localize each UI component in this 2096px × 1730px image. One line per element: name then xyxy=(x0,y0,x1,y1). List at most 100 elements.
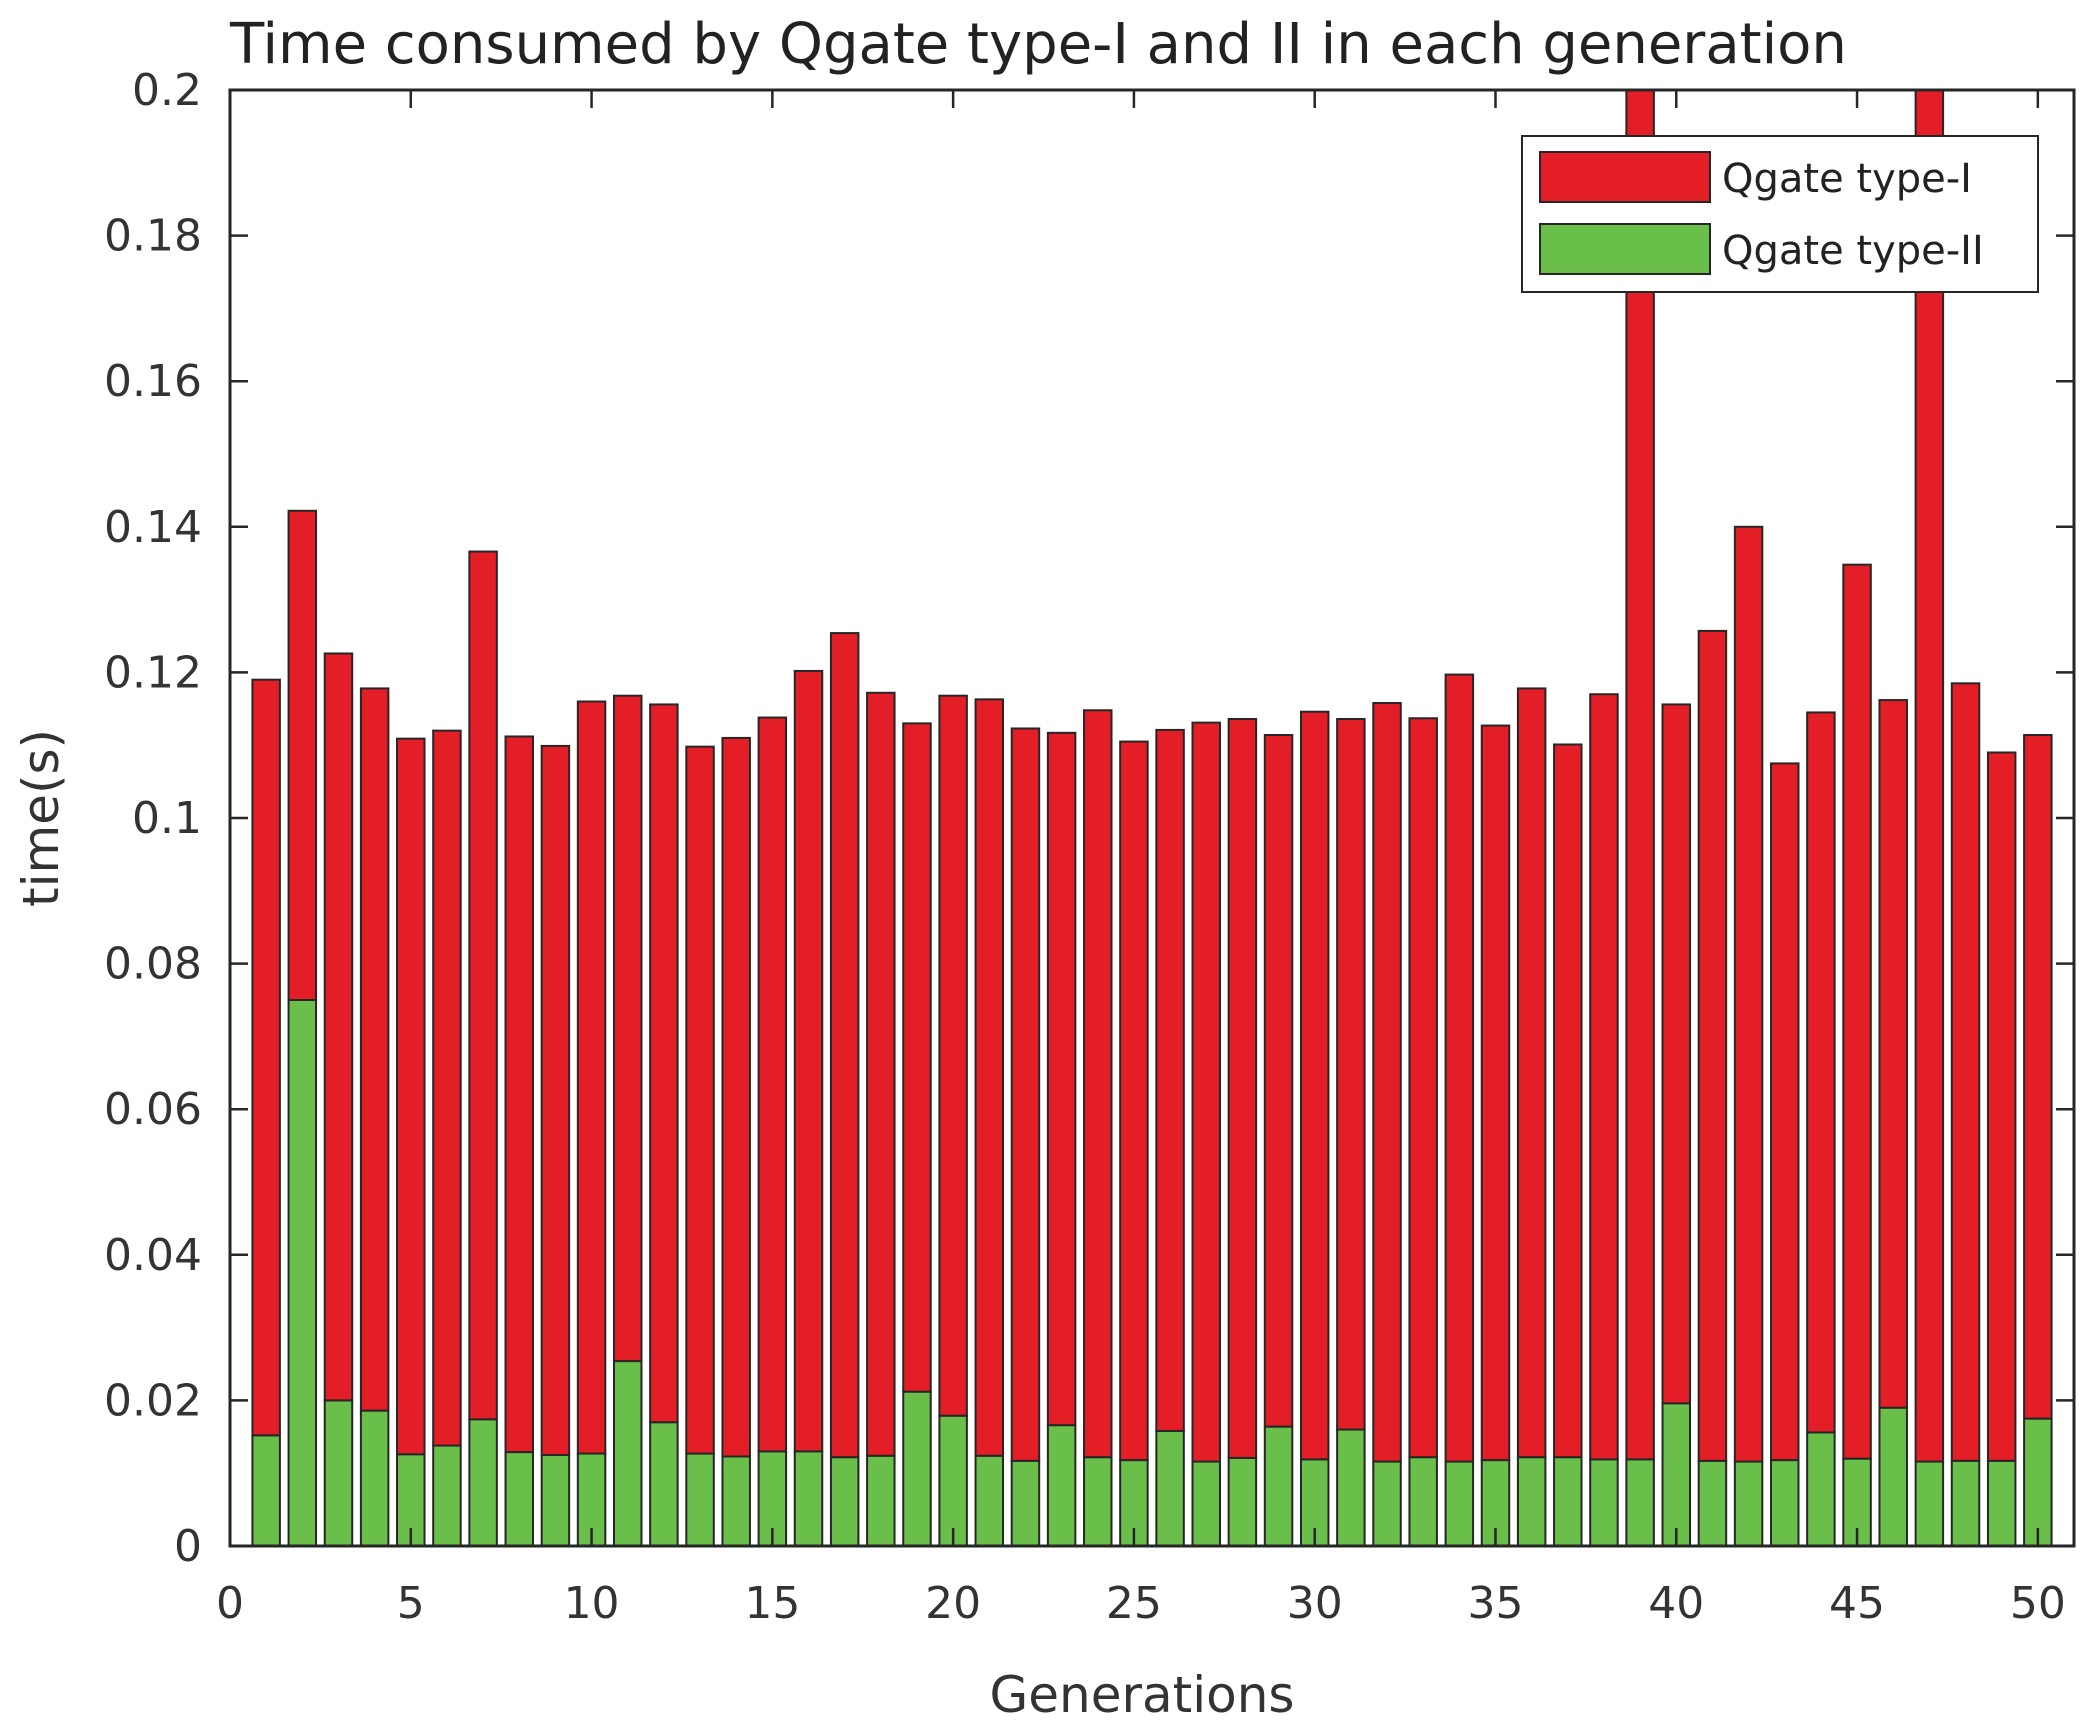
bar-qgate-type-i-gen-50 xyxy=(2023,734,2053,1420)
bar-qgate-type-ii-gen-29 xyxy=(1263,1425,1294,1547)
plot-area: 0 5 10 15 20 25 30 35 40 45 50 0 0.02 0.04 0.06 0.08 0.1… xyxy=(104,65,2076,1629)
bar-qgate-type-ii-gen-36 xyxy=(1516,1456,1547,1548)
bar-qgate-type-i-gen-23 xyxy=(1046,731,1077,1427)
bar-qgate-type-ii-gen-38 xyxy=(1589,1458,1619,1547)
y-tick-label: 0.2 xyxy=(132,65,202,116)
bar-qgate-type-ii-gen-2 xyxy=(287,999,318,1547)
bar-qgate-type-i-gen-24 xyxy=(1083,709,1113,1459)
bar-qgate-type-ii-gen-8 xyxy=(504,1451,534,1547)
bar-qgate-type-i-gen-27 xyxy=(1191,721,1221,1463)
bar-qgate-type-ii-gen-6 xyxy=(432,1444,462,1548)
bar-qgate-type-i-gen-45 xyxy=(1842,563,1872,1460)
legend: Qgate type-I Qgate type-II xyxy=(1521,135,2039,293)
bar-qgate-type-i-gen-48 xyxy=(1950,682,1981,1462)
bar-qgate-type-i-gen-6 xyxy=(432,729,462,1447)
x-tick-label: 0 xyxy=(216,1578,244,1629)
bar-qgate-type-ii-gen-21 xyxy=(974,1454,1005,1547)
x-tick-label: 35 xyxy=(1467,1578,1523,1629)
bar-qgate-type-i-gen-16 xyxy=(793,669,824,1453)
bar-qgate-type-i-gen-44 xyxy=(1806,711,1836,1434)
bar-qgate-type-ii-gen-26 xyxy=(1155,1429,1185,1547)
bar-qgate-type-i-gen-15 xyxy=(757,716,788,1453)
bar-qgate-type-i-gen-43 xyxy=(1770,762,1800,1462)
y-tick-label: 0.04 xyxy=(104,1230,202,1281)
bar-qgate-type-i-gen-2 xyxy=(287,509,318,1001)
x-tick-label: 10 xyxy=(564,1578,620,1629)
bar-qgate-type-i-gen-26 xyxy=(1155,728,1185,1432)
bar-qgate-type-ii-gen-34 xyxy=(1444,1460,1475,1548)
y-tick-label: 0.18 xyxy=(104,211,202,262)
bar-qgate-type-ii-gen-14 xyxy=(721,1455,751,1547)
bar-qgate-type-i-gen-35 xyxy=(1480,724,1511,1462)
bar-qgate-type-ii-gen-46 xyxy=(1878,1406,1908,1548)
bar-qgate-type-i-gen-42 xyxy=(1733,525,1764,1463)
bar-qgate-type-ii-gen-41 xyxy=(1697,1459,1728,1547)
bar-qgate-type-ii-gen-13 xyxy=(685,1452,715,1548)
bar-qgate-type-i-gen-13 xyxy=(685,745,715,1455)
bar-qgate-type-i-gen-31 xyxy=(1336,717,1366,1431)
x-tick-label: 45 xyxy=(1829,1578,1885,1629)
bar-qgate-type-i-gen-3 xyxy=(323,652,354,1402)
bar-qgate-type-ii-gen-1 xyxy=(251,1434,281,1547)
ticks-group: 0 5 10 15 20 25 30 35 40 45 50 0 0.02 0.04 0.06 0.08 0.1… xyxy=(104,65,2074,1629)
x-tick-label: 40 xyxy=(1648,1578,1704,1629)
bar-qgate-type-ii-gen-43 xyxy=(1770,1459,1800,1547)
bar-qgate-type-ii-gen-48 xyxy=(1950,1459,1981,1547)
y-tick-label: 0.1 xyxy=(132,793,202,844)
bar-qgate-type-i-gen-22 xyxy=(1010,727,1041,1462)
bar-qgate-type-ii-gen-44 xyxy=(1806,1431,1836,1548)
bar-qgate-type-ii-gen-9 xyxy=(540,1454,571,1547)
bar-qgate-type-i-gen-7 xyxy=(468,550,498,1421)
x-tick-label: 50 xyxy=(2010,1578,2066,1629)
bar-qgate-type-i-gen-8 xyxy=(504,735,534,1454)
bar-qgate-type-i-gen-9 xyxy=(540,744,571,1456)
bar-qgate-type-i-gen-20 xyxy=(938,694,968,1417)
bar-qgate-type-i-gen-34 xyxy=(1444,673,1475,1463)
x-tick-label: 20 xyxy=(925,1578,981,1629)
bar-qgate-type-ii-gen-23 xyxy=(1046,1424,1077,1548)
x-tick-label: 15 xyxy=(744,1578,800,1629)
bar-qgate-type-i-gen-41 xyxy=(1697,629,1728,1462)
bar-qgate-type-i-gen-18 xyxy=(866,691,896,1457)
bar-qgate-type-ii-gen-3 xyxy=(323,1399,354,1548)
y-tick-label: 0.12 xyxy=(104,647,202,698)
bar-qgate-type-ii-gen-12 xyxy=(649,1421,679,1547)
bar-qgate-type-ii-gen-19 xyxy=(902,1390,932,1548)
bar-qgate-type-i-gen-11 xyxy=(612,694,643,1363)
legend-swatch-qgate-type-i xyxy=(1539,151,1711,203)
y-tick-label: 0.16 xyxy=(104,356,202,407)
bar-qgate-type-ii-gen-4 xyxy=(359,1409,390,1547)
bar-qgate-type-ii-gen-33 xyxy=(1408,1456,1438,1548)
bar-qgate-type-i-gen-25 xyxy=(1119,740,1149,1462)
bar-qgate-type-i-gen-30 xyxy=(1299,710,1330,1461)
bar-qgate-type-i-gen-1 xyxy=(251,678,281,1437)
bar-qgate-type-i-gen-21 xyxy=(974,698,1005,1457)
y-tick-label: 0.06 xyxy=(104,1084,202,1135)
bar-qgate-type-ii-gen-20 xyxy=(938,1414,968,1547)
bar-qgate-type-i-gen-47 xyxy=(1914,89,1945,1463)
bar-qgate-type-ii-gen-37 xyxy=(1553,1456,1583,1548)
bar-qgate-type-ii-gen-49 xyxy=(1986,1459,2017,1547)
bar-qgate-type-ii-gen-7 xyxy=(468,1418,498,1547)
bar-qgate-type-ii-gen-16 xyxy=(793,1450,824,1547)
y-axis-label: time(s) xyxy=(12,729,70,907)
bar-qgate-type-i-gen-46 xyxy=(1878,699,1908,1409)
bar-qgate-type-i-gen-32 xyxy=(1372,701,1402,1463)
x-axis-label: Generations xyxy=(990,1666,1295,1724)
y-tick-label: 0.08 xyxy=(104,939,202,990)
bar-qgate-type-ii-gen-50 xyxy=(2023,1417,2053,1547)
bar-qgate-type-i-gen-40 xyxy=(1661,703,1692,1405)
bar-qgate-type-ii-gen-42 xyxy=(1733,1460,1764,1548)
legend-label-qgate-type-i: Qgate type-I xyxy=(1722,156,1972,202)
bar-qgate-type-ii-gen-31 xyxy=(1336,1428,1366,1548)
bar-qgate-type-ii-gen-24 xyxy=(1083,1456,1113,1548)
bar-qgate-type-i-gen-49 xyxy=(1986,751,2017,1462)
bar-qgate-type-i-gen-39 xyxy=(1625,89,1655,1461)
bar-qgate-type-i-gen-19 xyxy=(902,722,932,1393)
bar-qgate-type-i-gen-38 xyxy=(1589,693,1619,1461)
bar-qgate-type-ii-gen-27 xyxy=(1191,1460,1221,1548)
bar-qgate-type-i-gen-37 xyxy=(1553,743,1583,1459)
bar-qgate-type-ii-gen-40 xyxy=(1661,1402,1692,1548)
bar-qgate-type-i-gen-33 xyxy=(1408,717,1438,1459)
